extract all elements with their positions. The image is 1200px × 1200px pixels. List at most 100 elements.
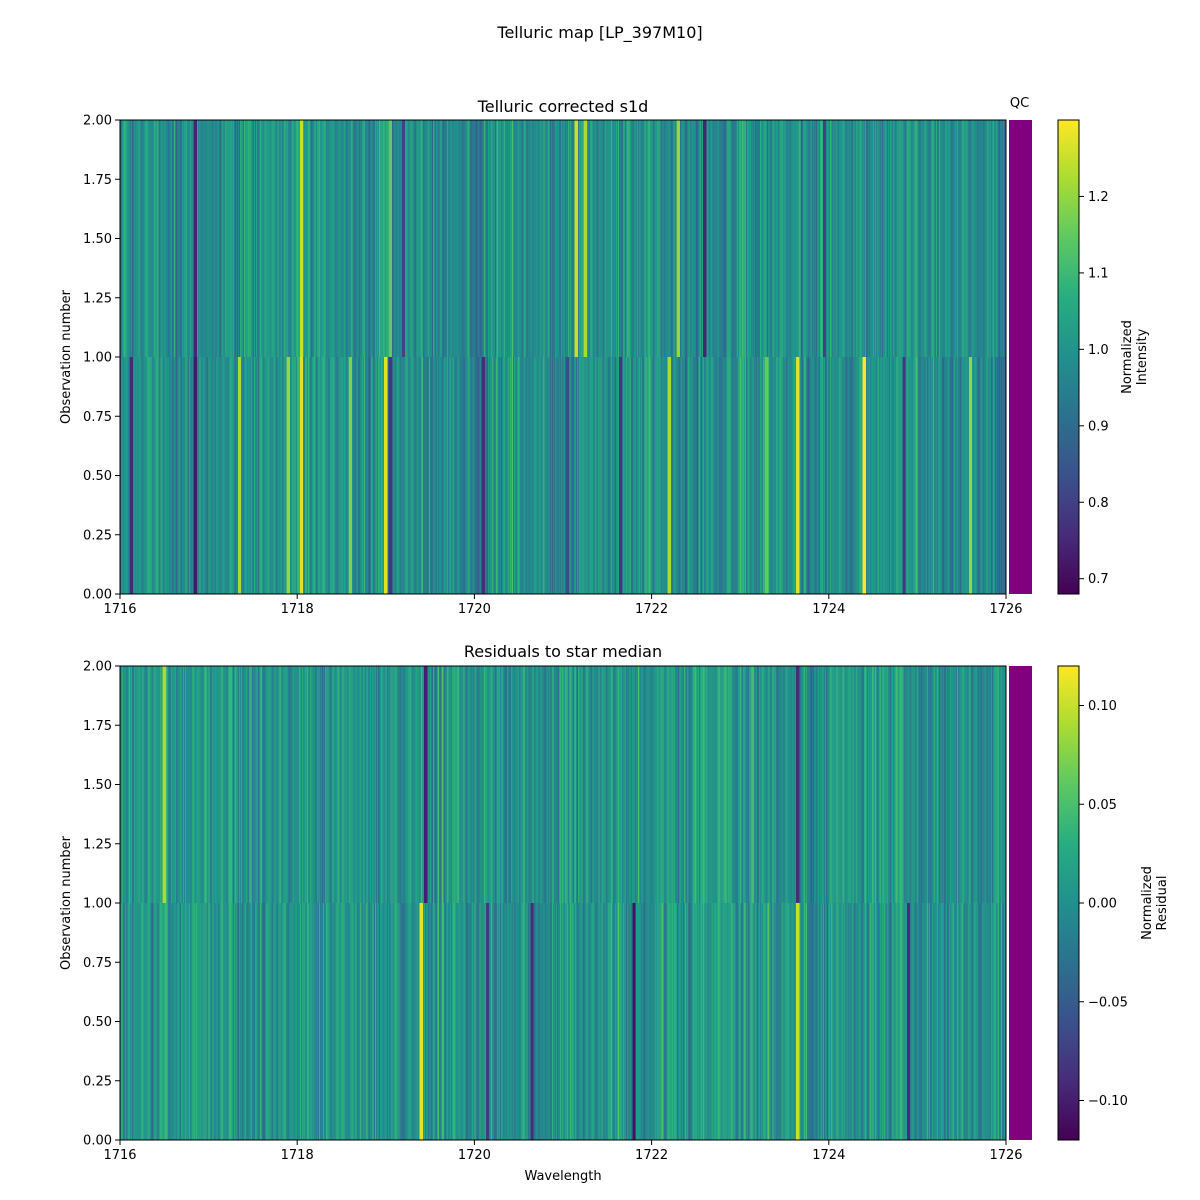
heatmap-cell [848, 903, 851, 1140]
heatmap-cell [607, 357, 609, 594]
heatmap-cell [216, 120, 219, 357]
heatmap-cell [159, 120, 161, 357]
heatmap-cell [131, 903, 134, 1140]
heatmap-cell [539, 357, 541, 594]
heatmap-cell [355, 903, 357, 1140]
heatmap-cell [735, 666, 737, 903]
heatmap-cell [940, 903, 942, 1140]
heatmap-cell [134, 903, 137, 1140]
heatmap-cell [182, 120, 184, 357]
heatmap-cell [766, 666, 769, 903]
heatmap-cell [304, 666, 306, 903]
heatmap-cell [686, 120, 688, 357]
heatmap-cell [142, 903, 145, 1140]
heatmap-cell [718, 120, 721, 357]
heatmap-cell [894, 120, 897, 357]
heatmap-cell [247, 357, 250, 594]
heatmap-cell [645, 357, 648, 594]
heatmap-cell [688, 357, 690, 594]
heatmap-cell [337, 357, 340, 594]
heatmap-cell [546, 357, 548, 594]
heatmap-cell [930, 120, 932, 357]
heatmap-cell [536, 666, 538, 903]
heatmap-cell [522, 903, 525, 1140]
heatmap-cell [605, 903, 607, 1140]
heatmap-cell [722, 120, 725, 357]
heatmap-cell [929, 120, 931, 357]
heatmap-cell [181, 666, 183, 903]
heatmap-cell [124, 666, 127, 903]
spectral-line [703, 120, 707, 357]
heatmap-cell [551, 666, 553, 903]
heatmap-cell [663, 666, 665, 903]
heatmap-cell [578, 903, 581, 1140]
heatmap-cell [257, 120, 260, 357]
heatmap-cell [436, 120, 438, 357]
heatmap-cell [749, 903, 751, 1140]
heatmap-cell [396, 120, 399, 357]
heatmap-cell [685, 357, 687, 594]
heatmap-cell [985, 666, 987, 903]
heatmap-cell [444, 357, 447, 594]
heatmap-cell [586, 903, 589, 1140]
heatmap-cell [524, 666, 527, 903]
heatmap-cell [879, 120, 881, 357]
heatmap-cell [445, 666, 448, 903]
heatmap-cell [979, 357, 981, 594]
heatmap-cell [349, 903, 351, 1140]
heatmap-cell [162, 903, 164, 1140]
heatmap-cell [173, 666, 175, 903]
heatmap-cell [930, 903, 932, 1140]
heatmap-cell [705, 903, 708, 1140]
heatmap-cell [618, 903, 620, 1140]
heatmap-cell [170, 903, 172, 1140]
heatmap-cell [408, 357, 411, 594]
heatmap-cell [324, 120, 327, 357]
spectral-line [348, 357, 352, 594]
heatmap-cell [402, 666, 405, 903]
heatmap-cell [513, 666, 516, 903]
heatmap-cell [309, 357, 311, 594]
heatmap-cell [532, 357, 535, 594]
heatmap-cell [300, 903, 302, 1140]
heatmap-cell [468, 666, 471, 903]
heatmap-cell [585, 357, 588, 594]
heatmap-cell [992, 666, 994, 903]
heatmap-cell [296, 357, 298, 594]
heatmap-cell [966, 666, 969, 903]
heatmap-cell [414, 357, 416, 594]
heatmap-cell [562, 666, 564, 903]
heatmap-cell [510, 903, 513, 1140]
heatmap-cell [220, 666, 222, 903]
heatmap-cell [399, 357, 402, 594]
heatmap-cell [146, 120, 149, 357]
heatmap-cell [635, 357, 638, 594]
heatmap-cell [950, 666, 953, 903]
heatmap-cell [618, 120, 620, 357]
heatmap-cell [616, 666, 618, 903]
heatmap-cell [549, 666, 551, 903]
heatmap-cell [545, 357, 547, 594]
heatmap-cell [135, 357, 138, 594]
heatmap-cell [636, 903, 639, 1140]
heatmap-cell [457, 120, 460, 357]
heatmap-cell [129, 120, 132, 357]
heatmap-cell [630, 666, 633, 903]
heatmap-cell [233, 120, 235, 357]
heatmap-cell [600, 666, 602, 903]
heatmap-cell [263, 120, 266, 357]
heatmap-cell [694, 357, 697, 594]
heatmap-cell [673, 903, 675, 1140]
heatmap-cell [430, 903, 432, 1140]
heatmap-cell [122, 357, 125, 594]
heatmap-cell [411, 666, 413, 903]
heatmap-cell [326, 903, 329, 1140]
heatmap-cell [528, 120, 531, 357]
heatmap-cell [717, 666, 720, 903]
heatmap-cell [820, 666, 823, 903]
heatmap-cell [423, 120, 425, 357]
heatmap-cell [946, 120, 949, 357]
heatmap-cell [450, 120, 453, 357]
heatmap-cell [883, 120, 886, 357]
heatmap-cell [590, 903, 593, 1140]
